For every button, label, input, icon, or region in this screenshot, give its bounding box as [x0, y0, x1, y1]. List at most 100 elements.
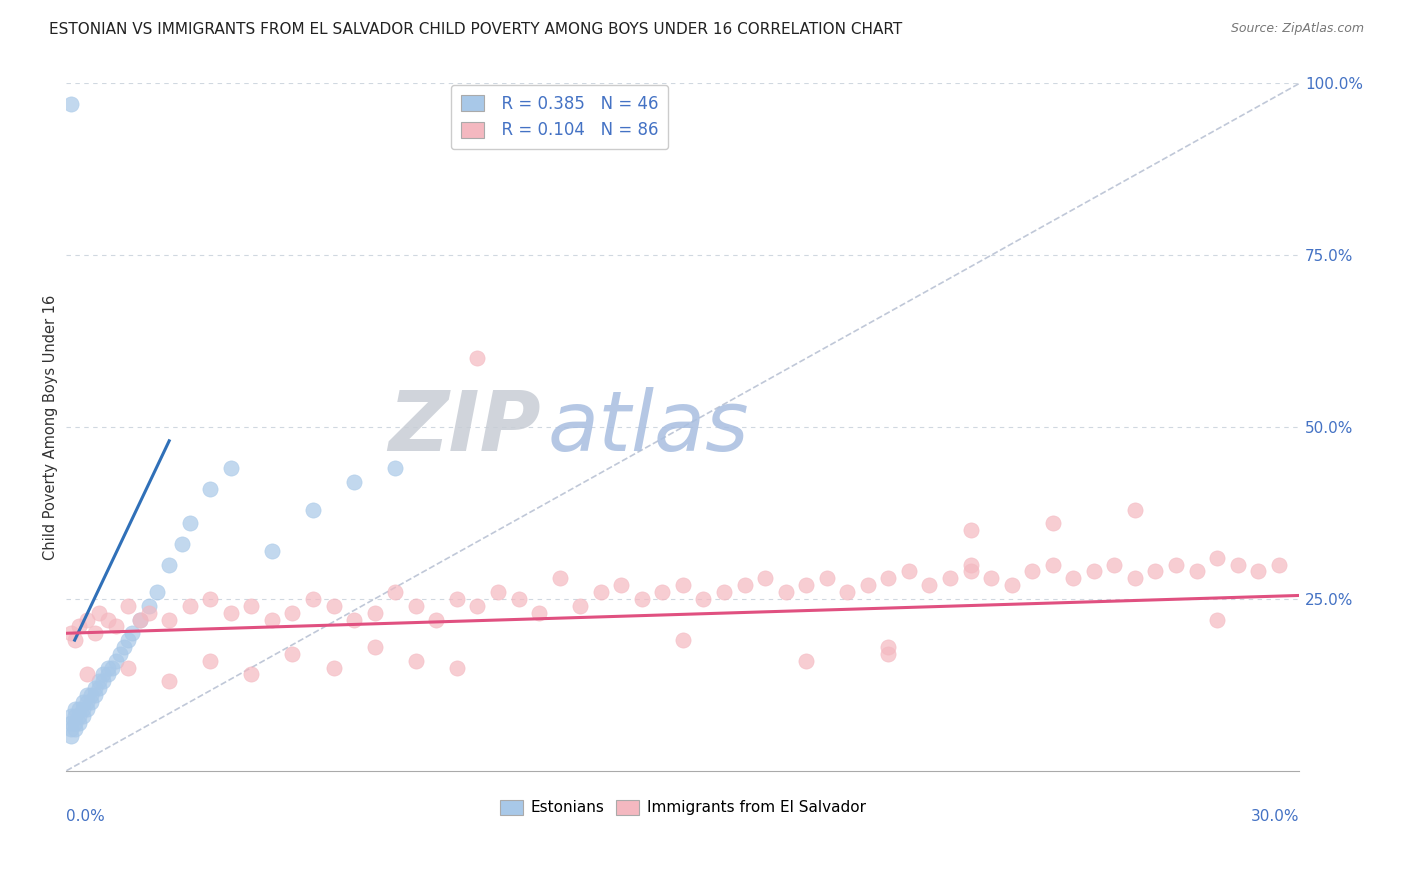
Point	[59, 97, 82, 112]
Point	[63, 633, 86, 648]
Point	[63, 702, 86, 716]
Text: 0.0%: 0.0%	[66, 808, 105, 823]
Point	[856, 578, 879, 592]
Point	[260, 613, 283, 627]
Legend: Estonians, Immigrants from El Salvador: Estonians, Immigrants from El Salvador	[494, 794, 872, 822]
Point	[1104, 558, 1126, 572]
Point	[384, 461, 406, 475]
Point	[1042, 558, 1064, 572]
Point	[713, 585, 735, 599]
Point	[200, 482, 222, 496]
Point	[1185, 565, 1208, 579]
Point	[72, 708, 94, 723]
Point	[117, 599, 139, 613]
Point	[179, 516, 201, 531]
Point	[877, 640, 900, 654]
Point	[1021, 565, 1043, 579]
Point	[651, 585, 673, 599]
Point	[569, 599, 592, 613]
Point	[59, 723, 82, 737]
Point	[67, 715, 90, 730]
Point	[219, 461, 242, 475]
Point	[59, 729, 82, 743]
Point	[80, 695, 103, 709]
Point	[138, 599, 160, 613]
Point	[363, 606, 385, 620]
Point	[1206, 613, 1229, 627]
Point	[322, 599, 344, 613]
Point	[794, 578, 817, 592]
Point	[63, 715, 86, 730]
Point	[527, 606, 550, 620]
Point	[117, 633, 139, 648]
Point	[1083, 565, 1105, 579]
Point	[467, 599, 489, 613]
Point	[548, 571, 571, 585]
Point	[302, 502, 325, 516]
Point	[76, 667, 98, 681]
Point	[486, 585, 509, 599]
Point	[980, 571, 1002, 585]
Point	[322, 660, 344, 674]
Point	[815, 571, 838, 585]
Point	[129, 613, 152, 627]
Point	[93, 667, 115, 681]
Point	[129, 613, 152, 627]
Point	[959, 558, 981, 572]
Point	[121, 626, 143, 640]
Point	[200, 591, 222, 606]
Point	[630, 591, 652, 606]
Point	[1268, 558, 1291, 572]
Point	[59, 708, 82, 723]
Point	[1123, 571, 1146, 585]
Point	[877, 571, 900, 585]
Point	[302, 591, 325, 606]
Point	[425, 613, 447, 627]
Point	[108, 647, 131, 661]
Point	[96, 613, 118, 627]
Point	[59, 626, 82, 640]
Point	[281, 647, 304, 661]
Text: ZIP: ZIP	[388, 386, 541, 467]
Point	[446, 591, 468, 606]
Point	[67, 702, 90, 716]
Point	[363, 640, 385, 654]
Point	[508, 591, 530, 606]
Point	[959, 565, 981, 579]
Point	[1206, 550, 1229, 565]
Point	[610, 578, 633, 592]
Point	[76, 613, 98, 627]
Point	[260, 543, 283, 558]
Point	[692, 591, 714, 606]
Point	[67, 619, 90, 633]
Text: atlas: atlas	[547, 386, 749, 467]
Point	[76, 688, 98, 702]
Point	[104, 619, 127, 633]
Point	[80, 688, 103, 702]
Point	[897, 565, 920, 579]
Text: ESTONIAN VS IMMIGRANTS FROM EL SALVADOR CHILD POVERTY AMONG BOYS UNDER 16 CORREL: ESTONIAN VS IMMIGRANTS FROM EL SALVADOR …	[49, 22, 903, 37]
Point	[240, 599, 263, 613]
Point	[89, 606, 111, 620]
Point	[104, 654, 127, 668]
Point	[84, 626, 107, 640]
Point	[96, 667, 118, 681]
Point	[112, 640, 135, 654]
Point	[589, 585, 612, 599]
Point	[157, 613, 180, 627]
Point	[84, 681, 107, 696]
Point	[877, 647, 900, 661]
Point	[100, 660, 122, 674]
Point	[1247, 565, 1270, 579]
Point	[405, 654, 427, 668]
Point	[1144, 565, 1167, 579]
Point	[67, 708, 90, 723]
Point	[93, 674, 115, 689]
Point	[59, 715, 82, 730]
Point	[146, 585, 169, 599]
Point	[1042, 516, 1064, 531]
Point	[775, 585, 797, 599]
Point	[734, 578, 756, 592]
Point	[170, 537, 193, 551]
Point	[837, 585, 859, 599]
